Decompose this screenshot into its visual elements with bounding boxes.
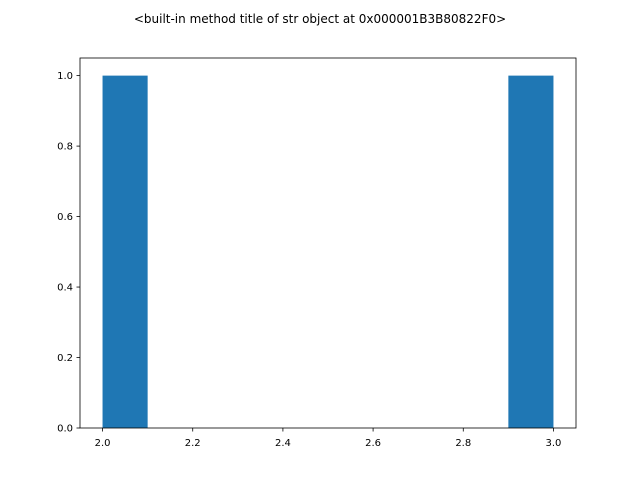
histogram-bar-9	[508, 75, 554, 428]
x-tick-label-4: 2.8	[455, 438, 471, 449]
histogram-bar-0	[102, 75, 148, 428]
y-tick-label-0: 0.0	[57, 424, 73, 435]
y-tick-label-4: 0.8	[57, 142, 73, 153]
y-tick-label-1: 0.2	[57, 353, 73, 364]
x-tick-label-2: 2.4	[275, 438, 291, 449]
ticks-layer: 2.0 2.2 2.4 2.6 2.8 3.0 0.0 0.2 0.4 0.6 0.8 1.0	[57, 71, 561, 449]
bars-layer	[102, 75, 554, 428]
plot-frame	[79, 57, 577, 429]
chart-title: <built-in method title of str object at …	[134, 12, 506, 26]
x-tick-label-5: 3.0	[546, 438, 562, 449]
x-tick-label-3: 2.6	[365, 438, 381, 449]
y-tick-label-5: 1.0	[57, 71, 73, 82]
y-tick-label-2: 0.4	[57, 283, 73, 294]
x-tick-label-0: 2.0	[95, 438, 111, 449]
x-tick-label-1: 2.2	[185, 438, 201, 449]
y-tick-label-3: 0.6	[57, 212, 73, 223]
